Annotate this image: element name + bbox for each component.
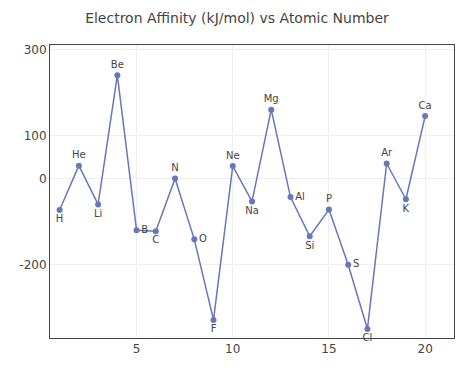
svg-text:He: He [72,149,86,160]
svg-text:5: 5 [133,342,141,356]
svg-text:C: C [152,234,159,245]
svg-text:P: P [326,193,332,204]
svg-text:100: 100 [24,129,47,143]
svg-text:20: 20 [417,342,432,356]
svg-text:-200: -200 [19,258,46,272]
svg-text:Ar: Ar [381,147,393,158]
svg-text:O: O [199,233,207,244]
svg-text:15: 15 [321,342,336,356]
svg-text:H: H [56,213,64,224]
svg-text:Li: Li [94,208,102,219]
svg-text:0: 0 [39,172,47,186]
svg-text:Ne: Ne [226,150,240,161]
svg-text:Mg: Mg [264,93,279,104]
svg-text:K: K [403,203,410,214]
svg-text:300: 300 [24,43,47,57]
svg-text:S: S [353,258,359,269]
svg-text:Al: Al [295,191,305,202]
svg-text:B: B [141,224,148,235]
svg-text:10: 10 [225,342,240,356]
svg-text:Na: Na [245,205,259,216]
svg-text:Si: Si [305,240,314,251]
svg-text:Electron Affinity (kJ/mol) vs: Electron Affinity (kJ/mol) vs Atomic Num… [85,10,389,26]
svg-text:Be: Be [111,59,124,70]
svg-text:F: F [211,323,217,334]
svg-text:N: N [171,162,178,173]
svg-text:Cl: Cl [363,332,373,343]
svg-text:Ca: Ca [419,100,432,111]
